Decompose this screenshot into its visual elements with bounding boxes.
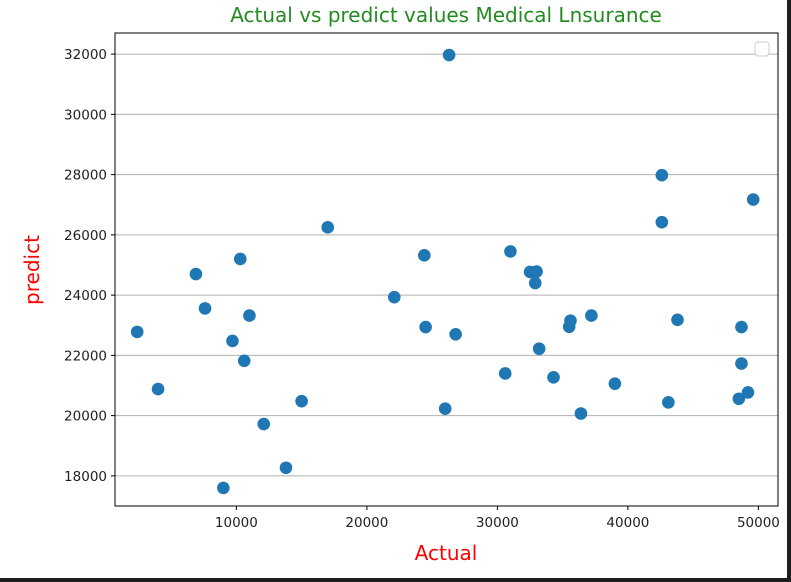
x-tick-label: 40000	[606, 515, 649, 531]
scatter-point	[547, 371, 560, 384]
scatter-point	[217, 481, 230, 495]
scatter-point	[257, 417, 271, 431]
scatter-point	[226, 334, 239, 348]
x-tick-label: 50000	[737, 515, 780, 531]
y-tick-label: 20000	[64, 409, 107, 425]
scatter-point	[279, 461, 293, 475]
scatter-point	[130, 325, 144, 339]
chart-title: Actual vs predict values Medical Lnsuran…	[230, 3, 662, 27]
scatter-point	[418, 249, 431, 262]
scatter-point	[662, 396, 675, 409]
scatter-point	[741, 386, 755, 399]
y-tick-label: 22000	[64, 348, 107, 364]
scatter-point	[528, 276, 542, 290]
y-tick-label: 24000	[64, 288, 107, 304]
y-axis-ticks: 18000 20000 22000 24000 26000 28000 30000 32000	[64, 47, 115, 485]
y-axis-label: predict	[20, 235, 44, 305]
scatter-point	[574, 407, 588, 420]
scatter-point	[438, 402, 452, 415]
scatter-point	[530, 265, 543, 278]
x-axis-ticks: 10000 20000 30000 40000 50000	[215, 506, 780, 531]
scatter-point	[532, 342, 546, 356]
scatter-point	[419, 320, 432, 334]
y-tick-label: 30000	[64, 107, 107, 123]
scatter-point	[608, 377, 622, 390]
scatter-point	[564, 314, 577, 328]
scatter-point	[732, 392, 746, 406]
scatter-point	[198, 302, 212, 315]
scatter-point	[498, 367, 512, 380]
y-tick-label: 26000	[64, 228, 107, 244]
legend-box	[754, 41, 770, 57]
grid-lines	[115, 53, 778, 477]
scatter-point	[504, 245, 517, 258]
scatter-point	[189, 267, 203, 281]
plot-area-border	[114, 32, 779, 507]
x-tick-label: 10000	[215, 515, 258, 531]
scatter-point	[585, 309, 598, 322]
scatter-point	[233, 252, 247, 266]
x-tick-label: 20000	[345, 515, 388, 531]
scatter-point	[655, 215, 669, 229]
y-tick-label: 18000	[64, 469, 107, 485]
scatter-point	[237, 354, 251, 368]
scatter-point	[243, 309, 256, 322]
scatter-point	[151, 382, 165, 396]
scatter-point	[671, 313, 684, 327]
x-tick-label: 30000	[476, 515, 519, 531]
scatter-point	[321, 221, 335, 234]
scatter-point	[295, 394, 308, 408]
scatter-point	[746, 193, 760, 206]
scatter-point	[387, 290, 401, 304]
scatter-point	[655, 168, 669, 182]
y-tick-label: 32000	[64, 47, 107, 63]
scatter-point	[735, 357, 748, 370]
scatter-point	[442, 48, 456, 62]
x-axis-label: Actual	[415, 541, 478, 565]
scatter-point	[449, 327, 462, 341]
scatter-points	[130, 48, 760, 495]
y-tick-label: 28000	[64, 168, 107, 184]
scatter-point	[735, 320, 748, 334]
